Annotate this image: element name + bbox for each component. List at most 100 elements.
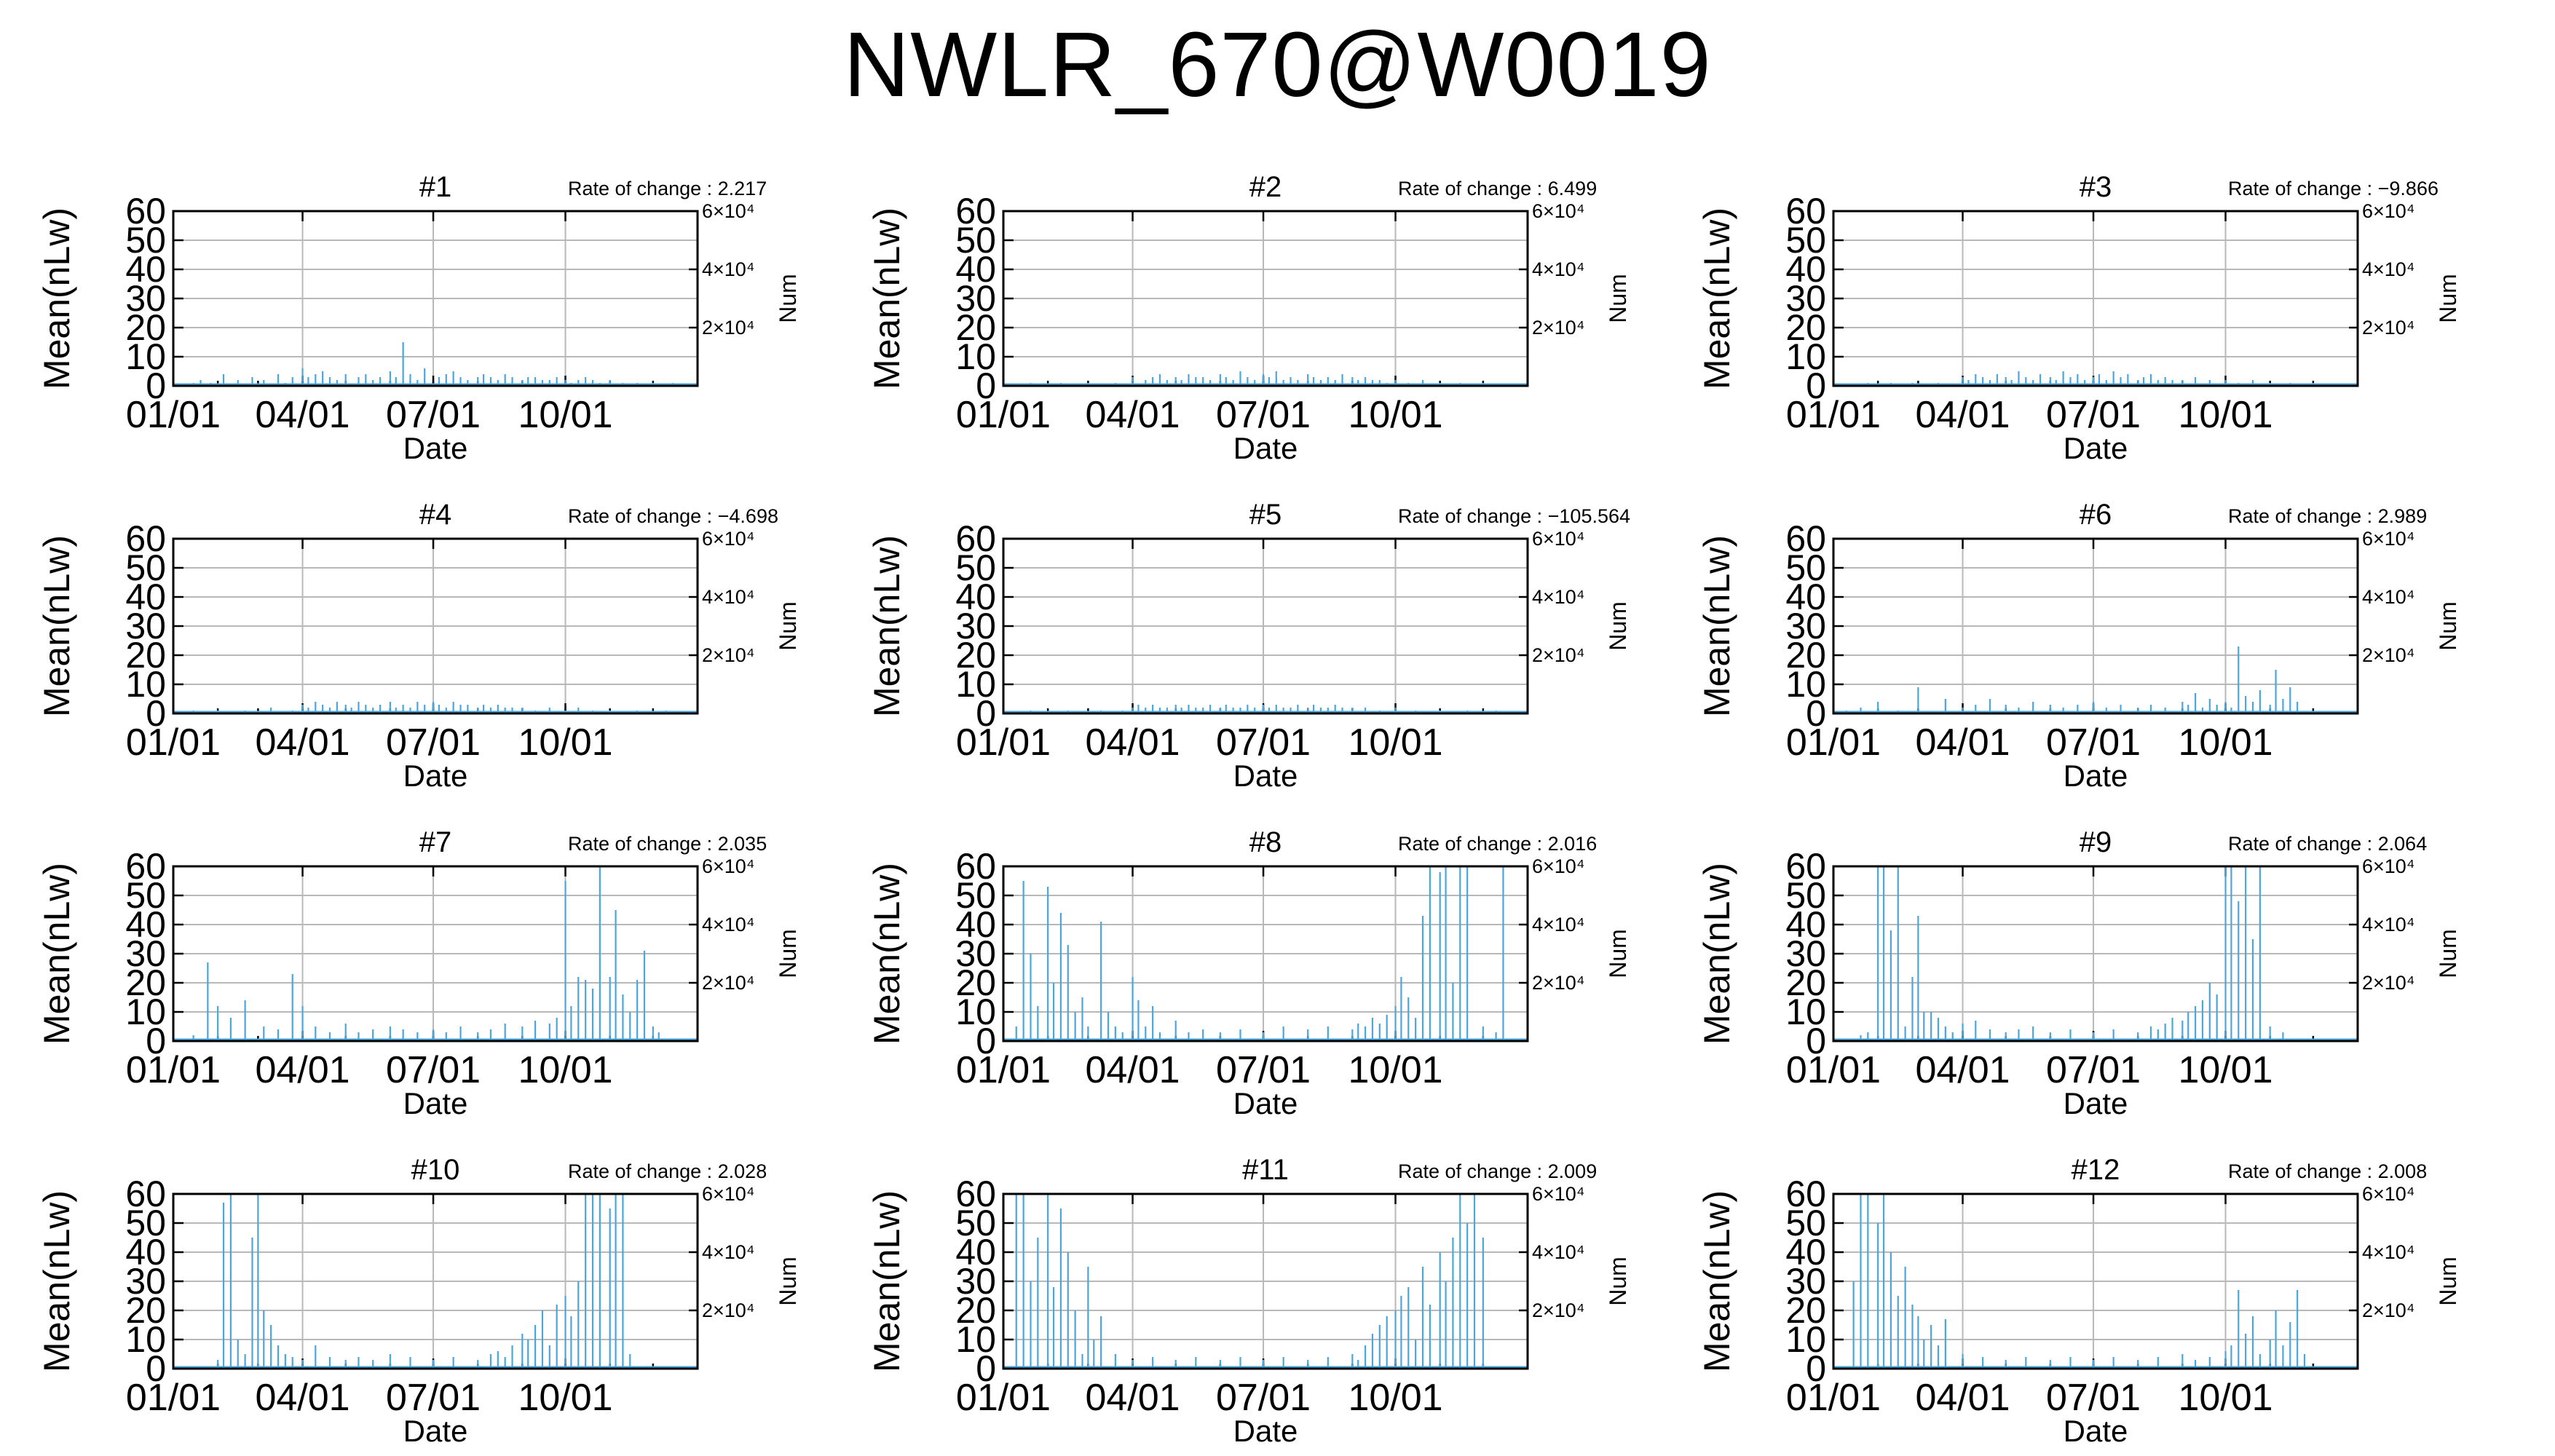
y-tick-label: 40 <box>125 577 166 617</box>
y-tick-label: 40 <box>1785 1232 1826 1273</box>
rate-of-change: Rate of change : 2.008 <box>2228 1160 2427 1182</box>
x-tick-label: 04/01 <box>255 721 350 764</box>
y-tick-label: 10 <box>955 992 996 1032</box>
plot-frame <box>172 865 699 1042</box>
panel-title: #11 <box>1242 1154 1289 1186</box>
y-tick-label: 60 <box>955 191 996 232</box>
x-axis-label: Date <box>2064 759 2128 793</box>
rate-of-change: Rate of change : 2.028 <box>568 1160 767 1182</box>
y-tick-label: 60 <box>125 518 166 559</box>
y-tick-label: 50 <box>125 1203 166 1243</box>
y-tick-label: 0 <box>976 365 996 406</box>
y-tick-label: 30 <box>125 933 166 974</box>
right-tick-label: 2×10⁴ <box>702 317 754 339</box>
panel-title: #3 <box>2080 171 2112 203</box>
y-tick-label: 10 <box>125 992 166 1032</box>
x-tick-label: 01/01 <box>1786 394 1881 436</box>
y-tick-label: 60 <box>955 1174 996 1214</box>
y-tick-label: 60 <box>125 191 166 232</box>
y-tick-label: 40 <box>1785 577 1826 617</box>
right-tick-label: 4×10⁴ <box>702 1241 754 1263</box>
x-tick-label: 07/01 <box>1216 1377 1311 1419</box>
right-tick-label: 2×10⁴ <box>702 1299 754 1321</box>
x-tick-label: 10/01 <box>518 1049 612 1091</box>
x-tick-label: 04/01 <box>255 1049 350 1091</box>
x-tick-label: 10/01 <box>2178 1377 2272 1419</box>
x-tick-label: 01/01 <box>956 721 1051 764</box>
right-tick-label: 6×10⁴ <box>702 200 754 222</box>
x-tick-label: 10/01 <box>2178 394 2272 436</box>
right-tick-label: 6×10⁴ <box>1532 528 1584 550</box>
y-axis-label: Mean(nLw) <box>36 1190 77 1372</box>
x-tick-label: 01/01 <box>126 394 221 436</box>
y-tick-label: 50 <box>125 547 166 588</box>
y-tick-label: 60 <box>1785 518 1826 559</box>
y-tick-label: 10 <box>955 1319 996 1360</box>
right-tick-label: 2×10⁴ <box>2362 1299 2414 1321</box>
x-tick-label: 07/01 <box>1216 1049 1311 1091</box>
x-tick-label: 04/01 <box>1085 721 1180 764</box>
x-tick-label: 10/01 <box>1348 721 1442 764</box>
x-tick-label: 07/01 <box>386 1049 481 1091</box>
y-tick-label: 50 <box>1785 875 1826 916</box>
rate-of-change: Rate of change : 6.499 <box>1398 178 1597 199</box>
y-tick-label: 20 <box>1785 1290 1826 1331</box>
x-tick-label: 07/01 <box>1216 721 1311 764</box>
y-tick-label: 50 <box>1785 1203 1826 1243</box>
rate-of-change: Rate of change : 2.009 <box>1398 1160 1597 1182</box>
y-tick-label: 50 <box>1785 220 1826 261</box>
x-tick-label: 10/01 <box>518 1377 612 1419</box>
right-tick-label: 2×10⁴ <box>702 972 754 994</box>
y-tick-label: 20 <box>1785 962 1826 1003</box>
y-tick-label: 30 <box>1785 1261 1826 1302</box>
x-axis-label: Date <box>1233 1414 1298 1448</box>
x-tick-label: 01/01 <box>956 1377 1051 1419</box>
right-axis-label: Num <box>1605 601 1631 651</box>
right-tick-label: 4×10⁴ <box>2362 914 2414 935</box>
y-tick-label: 50 <box>125 875 166 916</box>
x-tick-label: 01/01 <box>956 394 1051 436</box>
right-tick-label: 6×10⁴ <box>1532 200 1584 222</box>
plot-frame <box>1002 537 1529 715</box>
right-tick-label: 2×10⁴ <box>2362 644 2414 666</box>
right-tick-label: 4×10⁴ <box>1532 586 1584 608</box>
y-tick-label: 40 <box>125 1232 166 1273</box>
right-tick-label: 2×10⁴ <box>1532 1299 1584 1321</box>
y-tick-label: 60 <box>955 846 996 887</box>
rate-of-change: Rate of change : 2.035 <box>568 833 767 855</box>
y-tick-label: 40 <box>955 249 996 290</box>
y-tick-label: 0 <box>976 1348 996 1389</box>
right-tick-label: 2×10⁴ <box>1532 972 1584 994</box>
y-tick-label: 40 <box>955 904 996 945</box>
y-tick-label: 10 <box>1785 992 1826 1032</box>
y-tick-label: 40 <box>955 577 996 617</box>
x-tick-label: 01/01 <box>126 1049 221 1091</box>
plot-frame <box>172 1192 699 1370</box>
right-axis-label: Num <box>1605 274 1631 323</box>
x-axis-label: Date <box>403 431 468 465</box>
y-tick-label: 40 <box>125 249 166 290</box>
x-axis-label: Date <box>2064 431 2128 465</box>
y-tick-label: 0 <box>1806 1348 1826 1389</box>
panel-title: #9 <box>2080 826 2112 858</box>
x-axis-label: Date <box>1233 1086 1298 1120</box>
right-tick-label: 4×10⁴ <box>1532 258 1584 280</box>
y-axis-label: Mean(nLw) <box>866 863 907 1045</box>
x-tick-label: 10/01 <box>2178 1049 2272 1091</box>
x-tick-label: 07/01 <box>2046 394 2141 436</box>
y-tick-label: 30 <box>125 1261 166 1302</box>
y-tick-label: 50 <box>125 220 166 261</box>
panel-title: #7 <box>419 826 452 858</box>
right-tick-label: 2×10⁴ <box>2362 972 2414 994</box>
plot-frame <box>1832 1192 2359 1370</box>
right-tick-label: 6×10⁴ <box>702 855 754 877</box>
x-tick-label: 04/01 <box>1085 1377 1180 1419</box>
y-tick-label: 60 <box>125 846 166 887</box>
panel-title: #12 <box>2072 1154 2120 1186</box>
y-tick-label: 40 <box>955 1232 996 1273</box>
